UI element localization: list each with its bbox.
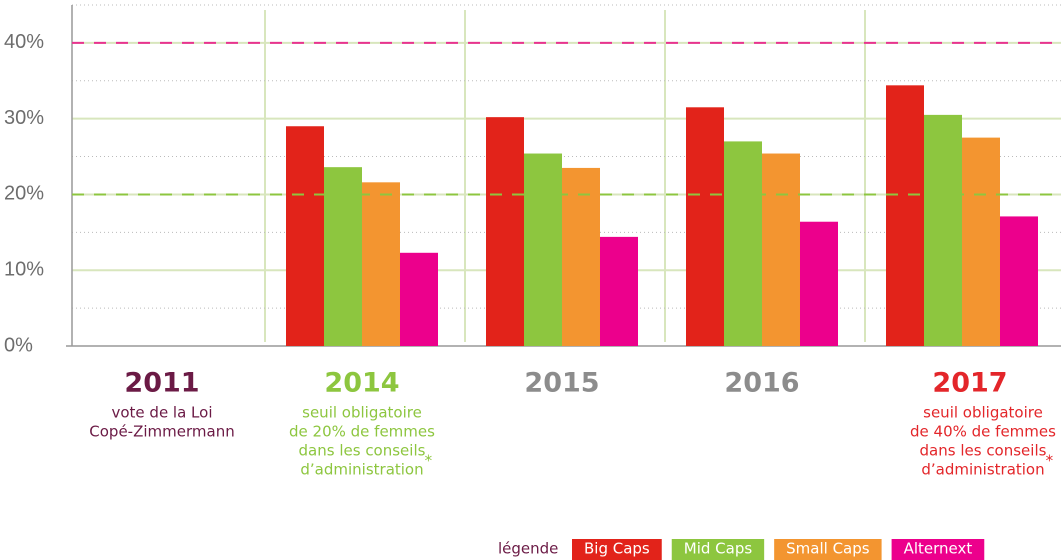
x-tick-label: 2015 bbox=[524, 368, 599, 399]
y-tick-label: 0% bbox=[4, 334, 33, 356]
note-line: d’administration bbox=[921, 461, 1044, 479]
legend-swatch bbox=[572, 539, 662, 560]
legend-item: Big Caps bbox=[572, 539, 662, 560]
legend-swatch bbox=[891, 539, 985, 560]
legend-swatch bbox=[671, 539, 765, 560]
y-tick-label: 40% bbox=[4, 31, 44, 53]
x-tick-label: 2017 bbox=[932, 368, 1007, 399]
note-line: d’administration bbox=[300, 461, 423, 479]
note-line: dans les conseils bbox=[299, 442, 426, 460]
note-line: Copé-Zimmermann bbox=[89, 423, 234, 441]
legend-label: Small Caps bbox=[786, 540, 870, 558]
bar bbox=[962, 137, 1000, 346]
note-line: seuil obligatoire bbox=[302, 404, 422, 422]
legend-title: légende bbox=[498, 540, 558, 558]
x-tick-label: 2011 bbox=[124, 368, 199, 399]
note-line: vote de la Loi bbox=[111, 404, 212, 422]
note-line: dans les conseils bbox=[920, 442, 1047, 460]
bar bbox=[686, 107, 724, 346]
footnote-mark: * bbox=[1046, 452, 1054, 470]
x-tick-label: 2014 bbox=[324, 368, 399, 399]
bar bbox=[924, 114, 962, 346]
bar bbox=[562, 167, 600, 346]
legend-item: Mid Caps bbox=[671, 539, 765, 560]
bar bbox=[600, 236, 638, 346]
legend-item: Small Caps bbox=[774, 539, 882, 560]
legend-label: Mid Caps bbox=[684, 540, 753, 558]
bar bbox=[486, 117, 524, 346]
bar bbox=[286, 126, 324, 346]
legend-item: Alternext bbox=[891, 539, 985, 560]
note-line: de 40% de femmes bbox=[910, 423, 1056, 441]
y-tick-label: 20% bbox=[4, 183, 44, 205]
x-tick-label: 2016 bbox=[724, 368, 799, 399]
y-tick-label: 30% bbox=[4, 107, 44, 129]
note-line: seuil obligatoire bbox=[923, 404, 1043, 422]
bar bbox=[400, 252, 438, 346]
bar bbox=[324, 167, 362, 346]
bar bbox=[762, 153, 800, 346]
bar bbox=[524, 153, 562, 346]
footnote-mark: * bbox=[425, 452, 433, 470]
bar bbox=[362, 182, 400, 346]
note-line: de 20% de femmes bbox=[289, 423, 435, 441]
bar bbox=[886, 85, 924, 346]
bar bbox=[724, 141, 762, 346]
legend-label: Big Caps bbox=[584, 540, 650, 558]
bar bbox=[800, 221, 838, 346]
legend-label: Alternext bbox=[904, 540, 973, 558]
legend-swatch bbox=[774, 539, 882, 560]
bar bbox=[1000, 216, 1038, 346]
y-tick-label: 10% bbox=[4, 259, 44, 281]
